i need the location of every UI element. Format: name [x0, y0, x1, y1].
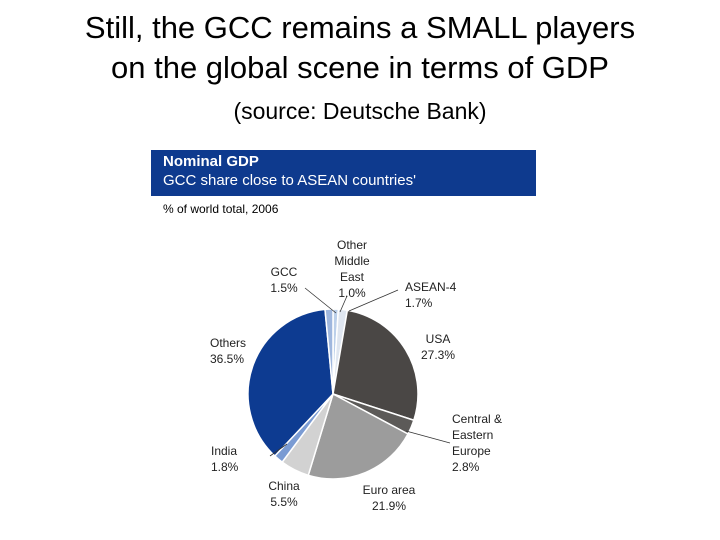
slice-label-china: China 5.5%	[268, 479, 300, 509]
slide-title-line-1: Still, the GCC remains a SMALL players	[84, 10, 636, 45]
pie-slice-usa	[332, 309, 419, 422]
slice-label-other-middle-east: Other Middle East 1.0%	[334, 238, 370, 300]
chart-subtitle: GCC share close to ASEAN countries'	[163, 172, 416, 189]
slice-label-usa: USA 27.3%	[421, 332, 455, 362]
chart-header-banner: Nominal GDP GCC share close to ASEAN cou…	[151, 150, 536, 196]
slice-label-central-eastern-europe: Central & Eastern Europe 2.8%	[452, 412, 502, 474]
leader-line-gcc	[304, 287, 337, 314]
leader-line-other-middle-east	[339, 295, 348, 313]
slice-label-asean-4: ASEAN-4 1.7%	[405, 280, 457, 310]
pie-slice-others	[247, 308, 334, 458]
leader-line-asean-4	[348, 289, 399, 312]
slide-title: Still, the GCC remains a SMALL players o…	[0, 8, 720, 88]
slice-label-euro-area: Euro area 21.9%	[363, 483, 416, 513]
pie-slice-euro-area	[307, 392, 410, 480]
slide-title-line-2: on the global scene in terms of GDP	[111, 50, 609, 85]
slice-label-gcc: GCC 1.5%	[270, 265, 298, 295]
chart-unit-note: % of world total, 2006	[163, 202, 279, 216]
pie-slice-gcc	[324, 308, 334, 395]
chart-title: Nominal GDP	[163, 153, 259, 170]
slide-subtitle: (source: Deutsche Bank)	[233, 98, 487, 124]
leader-line-india	[269, 443, 288, 457]
slice-label-india: India 1.8%	[211, 444, 239, 474]
leader-line-central-eastern-europe	[405, 430, 451, 444]
slice-label-others: Others 36.5%	[210, 336, 246, 366]
